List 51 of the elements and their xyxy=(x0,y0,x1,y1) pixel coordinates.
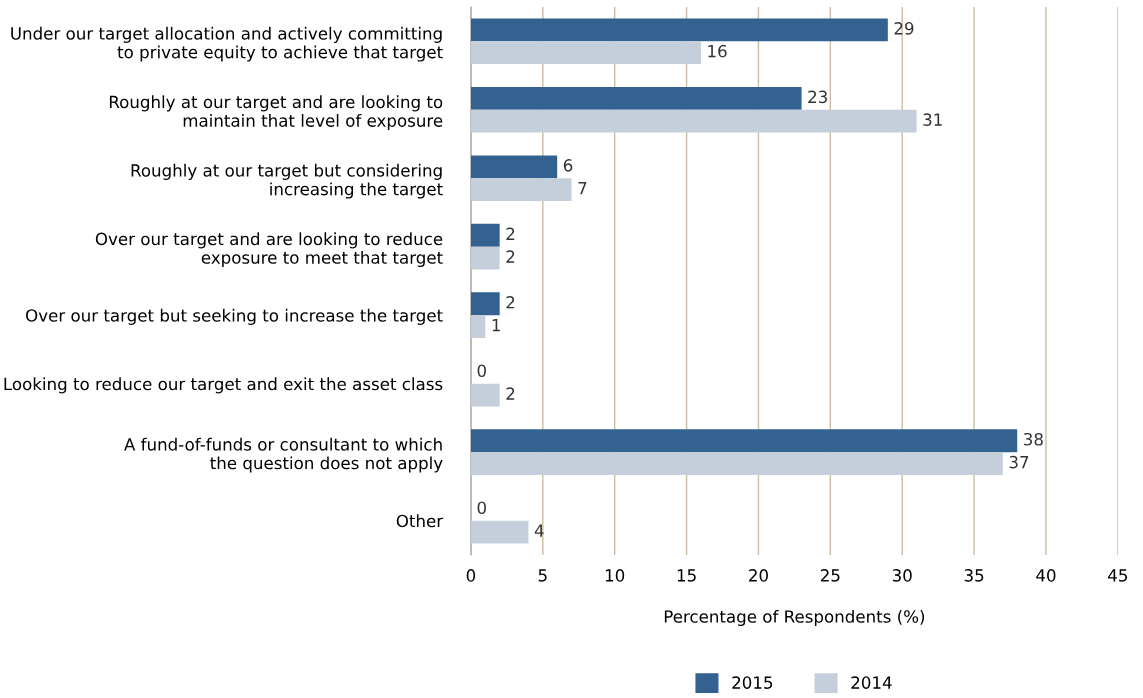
bar xyxy=(470,41,701,65)
legend-label: 2014 xyxy=(851,676,892,689)
data-label: 1 xyxy=(492,319,500,332)
y-tick-label: Under our target allocation and actively committing to private equity to achieve that target xyxy=(11,26,443,62)
y-tick-label: Other xyxy=(396,514,444,528)
x-tick-label: 45 xyxy=(1108,569,1127,582)
bar xyxy=(470,520,529,544)
bar xyxy=(470,178,572,202)
bar xyxy=(470,86,802,110)
x-tick-label: 40 xyxy=(1036,569,1056,582)
x-tick-label: 5 xyxy=(538,569,547,582)
data-label: 2 xyxy=(506,387,515,400)
x-tick-label: 20 xyxy=(749,569,768,582)
x-tick-label: 30 xyxy=(892,569,912,582)
data-label: 23 xyxy=(808,90,827,104)
data-label: 38 xyxy=(1024,432,1043,446)
data-label: 16 xyxy=(708,44,727,58)
data-label: 37 xyxy=(1009,455,1029,469)
bar xyxy=(470,429,1018,453)
bar xyxy=(470,292,500,316)
y-tick-label: Over our target but seeking to increase the target xyxy=(26,308,443,325)
x-tick-label: 25 xyxy=(820,569,840,582)
data-label: 0 xyxy=(477,364,486,378)
y-tick-label: Looking to reduce our target and exit the asset class xyxy=(4,377,443,394)
data-label: 4 xyxy=(534,524,544,537)
bar xyxy=(470,155,558,179)
data-label: 7 xyxy=(578,182,587,195)
bar xyxy=(470,109,917,133)
y-tick-label: Roughly at our target but considering increasing the target xyxy=(131,163,443,199)
bar xyxy=(470,223,500,247)
bar xyxy=(470,246,500,270)
bar xyxy=(470,18,888,42)
data-label: 31 xyxy=(923,113,942,126)
x-tick-label: 15 xyxy=(677,569,696,582)
y-tick-label: Over our target and are looking to reduce exposure to meet that target xyxy=(95,232,443,268)
data-label: 0 xyxy=(477,501,486,515)
x-tick-label: 0 xyxy=(466,569,476,582)
legend-label: 2015 xyxy=(732,676,773,689)
data-label: 2 xyxy=(506,250,515,263)
y-tick-label: A fund-of-funds or consultant to which the question does not apply xyxy=(124,437,443,473)
bar xyxy=(470,315,486,339)
data-label: 2 xyxy=(506,296,515,309)
y-tick-label: Roughly at our target and are looking to maintain that level of exposure xyxy=(109,95,443,131)
data-label: 29 xyxy=(894,22,914,35)
x-tick-label: 10 xyxy=(605,569,625,582)
bar xyxy=(470,452,1003,475)
data-label: 2 xyxy=(506,227,515,240)
x-axis-title: Percentage of Respondents (%) xyxy=(664,609,925,627)
x-tick-label: 35 xyxy=(964,569,984,582)
bar xyxy=(470,383,500,407)
data-label: 6 xyxy=(563,159,573,172)
